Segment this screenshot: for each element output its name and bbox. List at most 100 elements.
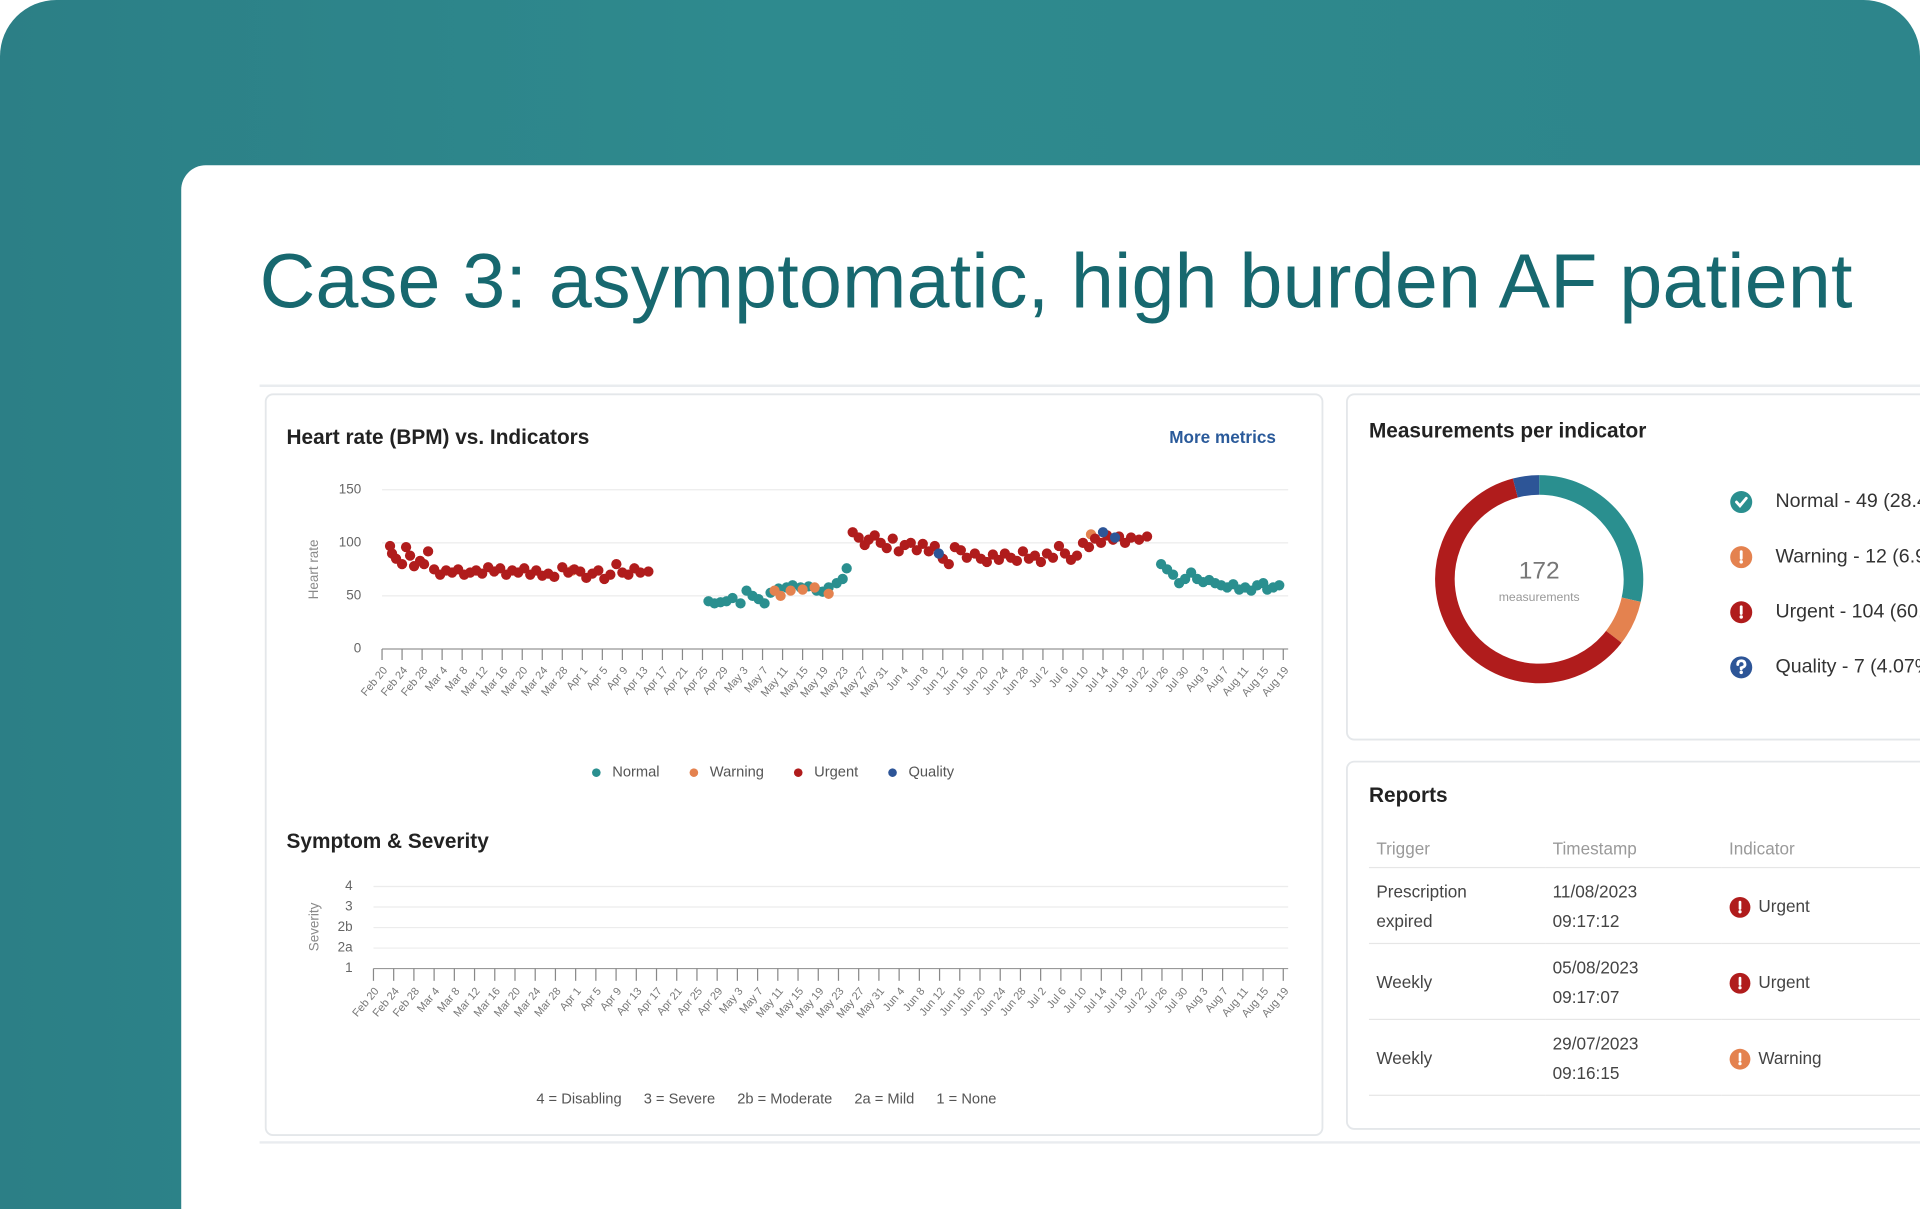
legend-label: Quality - 7 (4.07%) [1776,656,1920,678]
donut-segment [1605,597,1641,643]
y-axis-title: Heart rate [306,539,321,599]
icon-dot [1738,909,1742,914]
y-tick-label: 1 [345,960,352,975]
more-metrics-link[interactable]: More metrics [1169,427,1276,447]
data-point [1083,541,1095,553]
indicator-glyph [1729,1048,1751,1070]
timestamp-cell: 11/08/2023 09:17:12 [1545,867,1722,945]
data-point [1053,540,1065,552]
indicator-icon [1729,896,1751,918]
data-point [1167,569,1179,580]
chart-card [264,393,1324,1137]
y-tick-label: 50 [346,587,361,602]
legend-icon [1730,601,1753,624]
data-point [727,592,738,604]
data-point [1095,537,1107,548]
icon-dot [1739,560,1743,564]
donut-total: 172 [1519,557,1560,584]
icon-dot [1739,615,1743,619]
report-row: Weekly 29/07/2023 09:16:15 Warning [1368,1019,1920,1096]
y-tick-label: 100 [339,534,361,549]
icon-check [1735,496,1748,508]
indicator-glyph [1729,896,1751,918]
trigger-cell: Weekly [1368,1019,1546,1096]
y-tick-label: 2b [338,919,353,934]
column-header: Trigger [1368,830,1546,869]
y-tick-label: 4 [345,878,353,893]
data-point [955,545,966,556]
indicator-glyph [1729,972,1751,994]
data-point [396,558,408,570]
data-point [1109,532,1121,543]
data-point [1125,532,1137,543]
timestamp-cell: 29/07/2023 09:16:15 [1545,1019,1722,1096]
legend-icon [1730,656,1753,679]
data-point [759,598,770,609]
legend-marker [689,768,699,777]
data-point [418,558,430,570]
data-point [549,571,560,582]
column-header: Timestamp [1545,830,1722,869]
column-header: Indicator [1721,830,1920,869]
data-point [785,585,796,596]
chart-title: Measurements per indicator [1369,420,1646,443]
legend-icon [1730,491,1753,514]
reports: Reports Trigger Timestamp Indicator Prescr… [1368,783,1920,1096]
indicator-cell: Warning [1721,1019,1920,1096]
icon-question [1736,659,1747,671]
slide-title: Case 3: asymptomatic, high burden AF pat… [259,238,1853,325]
indicator-label: Urgent [1758,895,1810,916]
data-point [775,590,786,602]
icon-dot [1738,1061,1742,1066]
report-row: Prescription expired 11/08/2023 09:17:12 U… [1368,867,1920,945]
data-point [823,588,834,599]
trigger-cell: Prescription expired [1368,867,1546,945]
reports-title: Reports [1368,783,1448,807]
data-point [404,550,416,561]
donut-segment [1538,475,1644,602]
legend-label: 3 = Severe [644,1091,715,1107]
chart-title: Heart rate (BPM) vs. Indicators [287,426,590,449]
indicator-cell: Urgent [1721,943,1920,1021]
data-point [887,533,898,544]
data-point [981,556,993,568]
legend-icon [1730,546,1753,569]
data-point [881,543,892,554]
indicator-icon [1729,1048,1751,1070]
timestamp-cell: 05/08/2023 09:17:07 [1545,943,1722,1021]
data-point [422,546,434,557]
trigger-cell: Weekly [1368,943,1546,1021]
donut-segment [1435,478,1622,684]
legend-label: Urgent [814,765,858,781]
chart-title: Symptom & Severity [287,830,490,853]
indicator-label: Warning [1758,1047,1822,1068]
indicator-cell: Urgent [1721,867,1920,945]
data-point [841,563,852,574]
data-point [961,552,972,563]
legend-marker [793,768,803,777]
data-point [605,569,616,580]
legend-label: Urgent - 104 (60.47%) [1776,600,1920,622]
legend-label: Warning [710,765,764,781]
y-axis-title: Severity [306,902,321,951]
y-tick-label: 2a [338,940,353,955]
data-point [1097,527,1109,538]
legend-label: 2b = Moderate [737,1091,832,1107]
data-point [853,532,864,543]
data-point [933,548,944,559]
legend-label: Quality [908,765,954,781]
legend-label: 2a = Mild [854,1091,914,1107]
data-point [1071,550,1083,561]
data-point [1035,556,1047,568]
legend-label: Normal [612,765,659,781]
data-point [837,573,848,585]
legend-label: Warning - 12 (6.98%) [1776,545,1920,567]
report-row: Weekly 05/08/2023 09:17:07 Urgent [1368,943,1920,1021]
data-point [905,537,916,548]
legend-label: 1 = None [936,1091,996,1107]
data-point [1141,531,1153,542]
